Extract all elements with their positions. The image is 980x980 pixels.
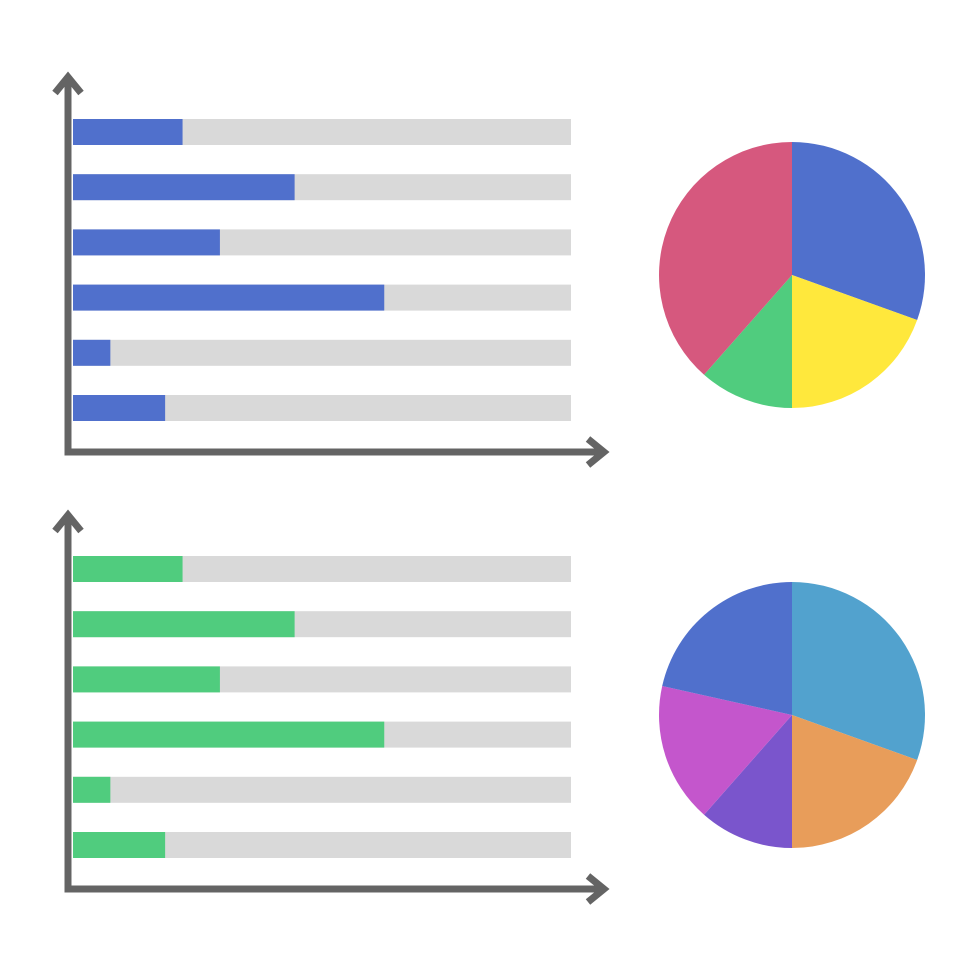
pie-slice xyxy=(792,141,926,321)
bars-group xyxy=(73,119,571,421)
x-axis-arrowhead-icon xyxy=(585,436,610,468)
pie-slice xyxy=(658,685,792,815)
axes-icon xyxy=(64,516,603,893)
bar xyxy=(73,556,183,582)
axes-icon xyxy=(64,78,603,456)
y-axis-arrowhead-icon xyxy=(52,71,84,96)
x-axis-arrowhead-icon xyxy=(585,873,610,905)
pie-slice xyxy=(792,582,926,761)
pie-slice xyxy=(792,715,918,848)
y-axis-arrowhead-icon xyxy=(52,509,84,534)
bar xyxy=(73,395,166,421)
bar-track xyxy=(73,339,571,366)
bar-chart-green xyxy=(52,509,610,905)
pie-slice xyxy=(659,142,792,375)
bar xyxy=(73,119,183,145)
pie-chart-2 xyxy=(658,581,926,848)
bar xyxy=(73,611,295,638)
bars-group xyxy=(73,556,571,858)
bar xyxy=(73,174,295,201)
bar-chart-blue xyxy=(52,71,610,468)
bar xyxy=(73,339,111,366)
pie-chart-1 xyxy=(659,141,926,408)
bar xyxy=(73,666,220,693)
bar xyxy=(73,284,385,311)
bar xyxy=(73,721,385,748)
pie-slice xyxy=(704,715,792,848)
bar xyxy=(73,776,111,803)
pie-slices xyxy=(658,581,926,848)
bar xyxy=(73,832,166,858)
bar xyxy=(73,229,220,256)
pie-slice xyxy=(662,581,792,715)
pie-slice xyxy=(792,275,918,408)
pie-slices xyxy=(659,141,926,408)
pie-slice xyxy=(704,275,792,408)
bar-track xyxy=(73,776,571,803)
